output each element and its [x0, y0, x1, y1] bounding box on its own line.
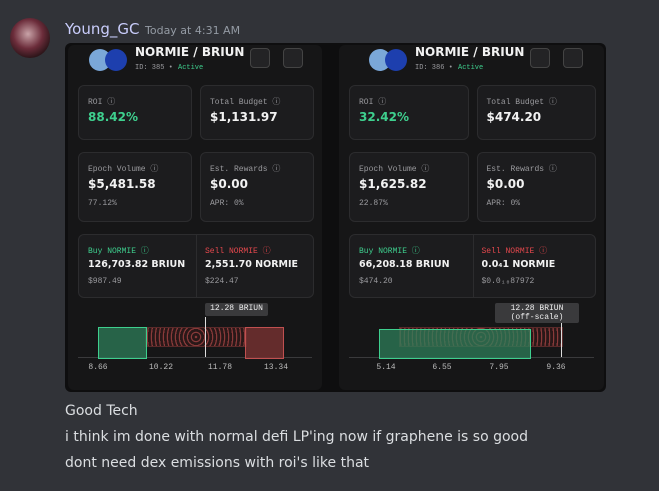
pair: NORMIE / BRIUN: [415, 45, 525, 59]
stat-box: Est. Rewards ⓘ $0.00 APR: 0%: [476, 152, 596, 222]
buy-label: Buy NORMIE ⓘ: [88, 247, 149, 256]
status: Active: [178, 64, 204, 72]
price-label-text: 12.28 BRIUN: [210, 304, 263, 313]
epoch-volume: $1,625.82: [359, 177, 427, 191]
buy-range: [379, 329, 531, 359]
settings-button[interactable]: [563, 48, 583, 68]
rewards: $0.00: [486, 177, 525, 191]
buy-usd: $987.49: [88, 277, 122, 286]
tick-label: 13.34: [263, 363, 288, 372]
chart-button[interactable]: [530, 48, 550, 68]
budget: $1,131.97: [210, 110, 278, 124]
epoch-pct: 77.12%: [88, 199, 117, 208]
stat-box: Epoch Volume ⓘ $5,481.58 77.12%: [78, 152, 192, 222]
buy-usd: $474.20: [359, 277, 393, 286]
settings-button[interactable]: [283, 48, 303, 68]
token-icon: [105, 49, 127, 71]
buy-amount: 126,703.82 BRIUN: [88, 259, 186, 270]
rewards: $0.00: [210, 177, 248, 191]
buy-label: Buy NORMIE ⓘ: [359, 247, 420, 256]
token-icon: [385, 49, 407, 71]
tick-label: 10.22: [148, 363, 173, 372]
rewards-label: Est. Rewards ⓘ: [486, 165, 557, 174]
author[interactable]: Young_GC: [65, 20, 140, 38]
epoch-label: Epoch Volume ⓘ: [359, 165, 430, 174]
sell-label: Sell NORMIE ⓘ: [481, 247, 548, 256]
sell-amount: 2,551.70 NORMIE: [205, 259, 299, 270]
sell-range: [245, 327, 284, 359]
buy-range: [98, 327, 147, 359]
sell-usd: $224.47: [205, 277, 239, 286]
tick-label: 11.78: [207, 363, 232, 372]
position-id: ID: 385 •: [135, 64, 173, 72]
order-divider: [472, 235, 474, 297]
order-box: Buy NORMIE ⓘ 66,208.18 BRIUN $474.20 Sell N…: [349, 234, 596, 298]
stat-box: Total Budget ⓘ $1,131.97: [200, 85, 314, 140]
range-dots: [145, 327, 247, 347]
roi-label: ROI ⓘ: [88, 98, 116, 107]
stat-box: Est. Rewards ⓘ $0.00 APR: 0%: [200, 152, 314, 222]
epoch-volume: $5,481.58: [88, 177, 156, 191]
buy-amount: 66,208.18 BRIUN: [359, 259, 450, 270]
message-line: Good Tech: [65, 403, 138, 419]
avatar[interactable]: [10, 18, 50, 58]
stat-box: Epoch Volume ⓘ $1,625.82 22.87%: [349, 152, 469, 222]
price-label: 12.28 BRIUN (off-scale): [495, 303, 579, 323]
chart-baseline: [78, 357, 312, 358]
order-divider: [196, 235, 197, 297]
roi-label: ROI ⓘ: [359, 98, 387, 107]
price-marker: [205, 317, 206, 357]
epoch-pct: 22.87%: [359, 199, 388, 208]
stat-box: ROI ⓘ 32.42%: [349, 85, 469, 140]
epoch-label: Epoch Volume ⓘ: [88, 165, 159, 174]
card: NORMIE / BRIUN ID: 386 • Active ROI ⓘ 32.42%…: [339, 45, 604, 390]
card: NORMIE / BRIUN ID: 385 • Active ROI ⓘ 88.42%…: [68, 45, 322, 390]
roi: 32.42%: [359, 110, 409, 124]
price-label: 12.28 BRIUN: [205, 303, 268, 316]
sell-usd: $0.0₁₀87972: [481, 277, 535, 286]
price-marker: [561, 317, 562, 357]
message-line: dont need dex emissions with roi's like …: [65, 455, 370, 471]
position-id: ID: 386 •: [415, 64, 453, 72]
chart-button[interactable]: [250, 48, 270, 68]
sell-amount: 0.0₄1 NORMIE: [481, 259, 556, 270]
timestamp: Today at 4:31 AM: [145, 24, 241, 37]
pair: NORMIE / BRIUN: [135, 45, 245, 59]
price-label-text: 12.28 BRIUN: [510, 304, 564, 313]
status: Active: [458, 64, 484, 72]
message-line: i think im done with normal defi LP'ing …: [65, 429, 528, 445]
sell-label: Sell NORMIE ⓘ: [205, 247, 271, 256]
roi: 88.42%: [88, 110, 138, 124]
order-box: Buy NORMIE ⓘ 126,703.82 BRIUN $987.49 Sell …: [78, 234, 314, 298]
budget-label: Total Budget ⓘ: [486, 98, 557, 107]
budget-label: Total Budget ⓘ: [210, 98, 281, 107]
budget: $474.20: [486, 110, 542, 124]
tick-label: 6.55: [432, 363, 452, 372]
tick-label: 5.14: [376, 363, 396, 372]
apr: APR: 0%: [486, 199, 521, 208]
stat-box: Total Budget ⓘ $474.20: [476, 85, 596, 140]
apr: APR: 0%: [210, 199, 244, 208]
tick-label: 9.36: [546, 363, 566, 372]
price-label-note: (off-scale): [510, 313, 564, 322]
stat-box: ROI ⓘ 88.42%: [78, 85, 192, 140]
rewards-label: Est. Rewards ⓘ: [210, 165, 281, 174]
tick-label: 8.66: [88, 363, 108, 372]
tick-label: 7.95: [489, 363, 509, 372]
